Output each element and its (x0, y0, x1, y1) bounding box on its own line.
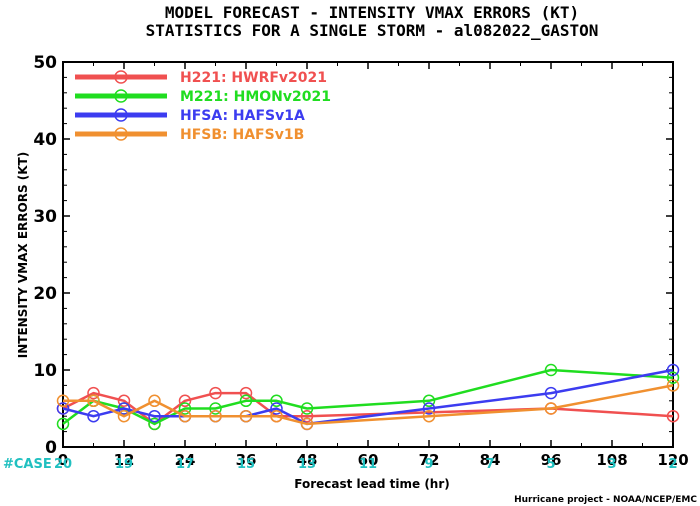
case-count-label: #CASE (3, 457, 52, 472)
data-point-marker (56, 402, 70, 415)
data-point-marker (117, 409, 131, 423)
x-tick-label: 12 (114, 451, 135, 469)
plot-area: 0 12 24 36 48 60 72 84 96 108 12001020304050H221: … (33, 53, 688, 469)
data-point-marker (178, 409, 192, 423)
y-tick-label: 50 (33, 53, 57, 73)
case-count: 17 (176, 457, 194, 472)
legend-swatch-marker (114, 127, 128, 141)
data-point-marker (666, 379, 680, 392)
data-point-marker (544, 402, 558, 415)
y-axis-label: INTENSITY VMAX ERRORS (KT) (16, 152, 30, 358)
x-tick-label: 72 (419, 451, 440, 469)
x-tick-label: 36 (236, 451, 257, 469)
chart-title: MODEL FORECAST - INTENSITY VMAX ERRORS (… (165, 3, 579, 22)
data-point-marker (178, 394, 192, 408)
data-point-marker (87, 409, 100, 423)
data-point-marker (148, 394, 161, 408)
y-tick-label: 0 (45, 438, 57, 458)
x-tick-label: 108 (596, 451, 627, 469)
x-tick-label: 96 (541, 451, 562, 469)
data-point-marker (239, 386, 253, 400)
data-point-marker (544, 386, 558, 400)
x-axis-label: Forecast lead time (hr) (294, 477, 450, 491)
x-tick-label: 60 (358, 451, 379, 469)
chart-subtitle: STATISTICS FOR A SINGLE STORM - al082022… (146, 21, 599, 40)
y-tick-label: 10 (33, 361, 57, 381)
legend-entry-label: HFSB: HAFSv1B (180, 127, 304, 143)
case-count: 11 (359, 457, 377, 472)
legend-entry-label: H221: HWRFv2021 (180, 70, 327, 86)
data-point-marker (270, 409, 283, 423)
case-count: 3 (607, 457, 616, 472)
legend-entry-label: HFSA: HAFSv1A (180, 108, 305, 124)
data-point-marker (270, 394, 283, 408)
legend-swatch-marker (114, 89, 128, 103)
case-count: 13 (298, 457, 316, 472)
data-point-marker (148, 409, 161, 423)
y-tick-label: 30 (33, 207, 57, 227)
data-point-marker (117, 394, 131, 408)
plot-frame (62, 61, 674, 448)
data-point-marker (87, 394, 100, 408)
data-point-marker (544, 363, 558, 377)
case-count: 2 (668, 457, 677, 472)
data-point-marker (422, 402, 436, 415)
series-line (62, 368, 674, 426)
data-point-marker (239, 409, 253, 423)
data-point-marker (209, 386, 222, 400)
data-point-marker (87, 386, 100, 400)
x-tick-label: 24 (175, 451, 196, 469)
y-tick-label: 20 (33, 284, 57, 304)
x-tick-label: 120 (657, 451, 688, 469)
credit-text: Hurricane project - NOAA/NCEP/EMC (514, 495, 697, 505)
case-count: 19 (115, 457, 133, 472)
data-point-marker (666, 371, 680, 384)
data-point-marker (209, 402, 222, 415)
data-point-marker (270, 402, 283, 415)
data-point-marker (178, 402, 192, 415)
data-point-marker (239, 394, 253, 408)
case-count: 7 (485, 457, 494, 472)
legend-swatch-marker (114, 70, 128, 84)
data-point-marker (56, 394, 70, 408)
y-tick-label: 40 (33, 130, 57, 150)
case-count: 9 (424, 457, 433, 472)
data-point-marker (300, 409, 314, 423)
x-tick-label: 0 (58, 451, 68, 469)
data-point-marker (148, 417, 161, 431)
data-point-marker (666, 363, 680, 377)
x-tick-label: 84 (480, 451, 501, 469)
data-point-marker (209, 409, 222, 423)
data-point-marker (422, 394, 436, 408)
x-tick-label: 48 (297, 451, 318, 469)
legend-entry-label: M221: HMONv2021 (180, 89, 331, 105)
data-point-marker (300, 402, 314, 415)
case-count: 20 (54, 457, 72, 472)
data-point-marker (300, 417, 314, 431)
data-point-marker (666, 409, 680, 423)
legend-swatch-marker (114, 108, 128, 122)
case-count: 15 (237, 457, 255, 472)
data-point-marker (117, 402, 131, 415)
data-point-marker (56, 417, 70, 431)
data-point-marker (422, 409, 436, 423)
case-count: 5 (546, 457, 555, 472)
